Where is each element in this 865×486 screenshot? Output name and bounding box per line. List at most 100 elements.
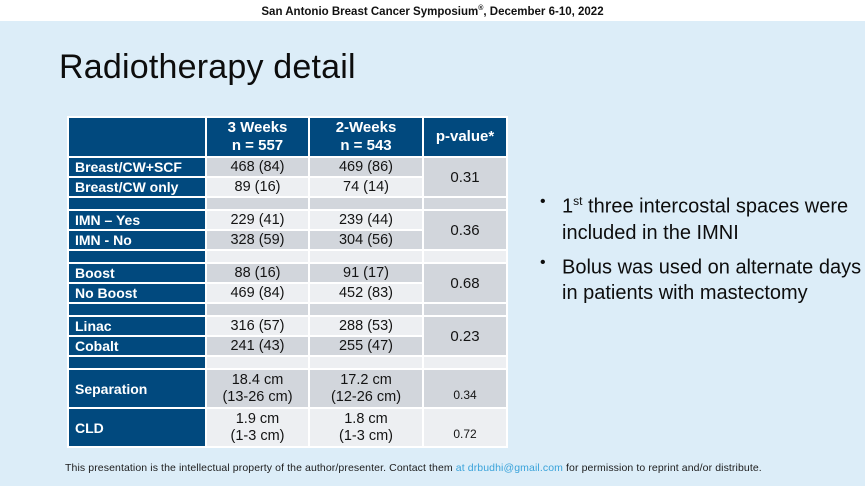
cell-2weeks: 74 (14) — [310, 178, 422, 196]
registered-mark: ® — [478, 5, 484, 12]
header-3weeks-label: 3 Weeks — [227, 119, 288, 136]
table-row: IMN – Yes 229 (41) 239 (44) 0.36 — [69, 211, 506, 249]
measure-value: 1.8 cm — [344, 410, 388, 427]
cell-2weeks: 1.8 cm (1-3 cm) — [310, 409, 422, 446]
spacer-label-cell — [69, 198, 205, 209]
spacer-cell — [424, 198, 506, 209]
measure-range: (13-26 cm) — [222, 388, 293, 405]
bullet-icon: • — [540, 193, 546, 210]
cell-2weeks: 288 (53) — [310, 317, 422, 335]
header-3weeks-n: n = 557 — [231, 137, 284, 154]
cell-3weeks: 328 (59) — [207, 231, 308, 249]
spacer-cell — [207, 198, 308, 209]
p-value-cell: 0.31 — [424, 158, 506, 196]
cell-3weeks: 316 (57) — [207, 317, 308, 335]
row-label: Boost — [69, 264, 205, 282]
row-label: No Boost — [69, 284, 205, 302]
cell-2weeks: 17.2 cm (12-26 cm) — [310, 370, 422, 407]
spacer-cell — [310, 198, 422, 209]
cell-3weeks: 229 (41) — [207, 211, 308, 229]
measure-range: (1-3 cm) — [339, 427, 393, 444]
bullet-text-body: three intercostal spaces were included i… — [562, 195, 849, 244]
cell-2weeks: 304 (56) — [310, 231, 422, 249]
cell-2weeks: 91 (17) — [310, 264, 422, 282]
row-label: IMN – Yes — [69, 211, 205, 229]
cell-3weeks: 89 (16) — [207, 178, 308, 196]
table-row: Separation 18.4 cm (13-26 cm) 17.2 cm (1… — [69, 370, 506, 407]
bullet-text: 1st three intercostal spaces were includ… — [562, 188, 865, 246]
row-label: IMN - No — [69, 231, 205, 249]
p-value-cell: 0.34 — [424, 370, 506, 407]
bullet-text-pre: 1 — [562, 195, 574, 218]
table-row: IMN - No 328 (59) 304 (56) — [69, 231, 506, 249]
cell-2weeks: 239 (44) — [310, 211, 422, 229]
spacer-row — [69, 251, 506, 262]
measure-range: (12-26 cm) — [330, 388, 402, 405]
banner-date: , December 6-10, 2022 — [483, 5, 604, 18]
measure-value: 17.2 cm — [340, 371, 392, 388]
measure-value: 1.9 cm — [235, 410, 280, 427]
spacer-cell — [310, 357, 422, 368]
cell-3weeks: 468 (84) — [207, 158, 308, 176]
table-row: Breast/CW+SCF 468 (84) 469 (86) 0.31 — [69, 158, 506, 196]
row-label: Linac — [69, 317, 205, 335]
row-label: Separation — [69, 370, 205, 407]
conference-banner: San Antonio Breast Cancer Symposium®, De… — [0, 0, 865, 21]
cell-2weeks: 452 (83) — [310, 284, 422, 302]
p-value-cell: 0.23 — [424, 317, 506, 355]
table-row: Boost 88 (16) 91 (17) 0.68 — [69, 264, 506, 302]
contact-email-link[interactable]: at drbudhi@gmail.com — [455, 462, 563, 474]
table-row: Breast/CW only 89 (16) 74 (14) — [69, 178, 506, 196]
bullet-list: • 1st three intercostal spaces were incl… — [540, 188, 865, 309]
spacer-cell — [424, 251, 506, 262]
spacer-cell — [207, 251, 308, 262]
spacer-label-cell — [69, 304, 205, 315]
bullet-text-sup: st — [573, 194, 583, 208]
measure-value: 18.4 cm — [231, 371, 284, 388]
cell-3weeks: 241 (43) — [207, 337, 308, 355]
list-item: • 1st three intercostal spaces were incl… — [540, 188, 865, 246]
header-2weeks: 2-Weeks n = 543 — [310, 118, 422, 156]
table-row: No Boost 469 (84) 452 (83) — [69, 284, 506, 302]
table-header-row: 3 Weeks n = 557 2-Weeks n = 543 p-value* — [69, 118, 506, 156]
p-value-cell: 0.68 — [424, 264, 506, 302]
row-label: Breast/CW+SCF — [69, 158, 205, 176]
bullet-icon: • — [540, 253, 546, 271]
cell-3weeks: 88 (16) — [207, 264, 308, 282]
copyright-footer: This presentation is the intellectual pr… — [65, 462, 762, 474]
header-2weeks-label: 2-Weeks — [335, 119, 397, 136]
table-row: CLD 1.9 cm (1-3 cm) 1.8 cm (1-3 cm) 0.72 — [69, 409, 506, 446]
row-label: CLD — [69, 409, 205, 446]
header-2weeks-n: n = 543 — [340, 137, 392, 154]
list-item: • Bolus was used on alternate days in pa… — [540, 249, 865, 307]
cell-2weeks: 255 (47) — [310, 337, 422, 355]
radiotherapy-table: 3 Weeks n = 557 2-Weeks n = 543 p-value*… — [67, 116, 508, 448]
bullet-text: Bolus was used on alternate days in pati… — [562, 249, 865, 307]
banner-text: San Antonio Breast Cancer Symposium — [261, 5, 479, 18]
bullet-text-body: Bolus was used on alternate days in pati… — [562, 256, 862, 305]
measure-range: (1-3 cm) — [230, 427, 285, 444]
spacer-row — [69, 198, 506, 209]
cell-3weeks: 1.9 cm (1-3 cm) — [207, 409, 308, 446]
spacer-cell — [310, 304, 422, 315]
spacer-row — [69, 357, 506, 368]
header-empty-cell — [69, 118, 205, 156]
row-label: Breast/CW only — [69, 178, 205, 196]
footer-text-start: This presentation is the intellectual pr… — [65, 462, 453, 474]
cell-3weeks: 469 (84) — [207, 284, 308, 302]
cell-3weeks: 18.4 cm (13-26 cm) — [207, 370, 308, 407]
spacer-cell — [310, 251, 422, 262]
p-value-cell: 0.36 — [424, 211, 506, 249]
footer-text-end: for permission to reprint and/or distrib… — [566, 462, 762, 474]
table-row: Cobalt 241 (43) 255 (47) — [69, 337, 506, 355]
cell-2weeks: 469 (86) — [310, 158, 422, 176]
spacer-cell — [424, 304, 506, 315]
spacer-label-cell — [69, 251, 205, 262]
spacer-cell — [207, 304, 308, 315]
header-3weeks: 3 Weeks n = 557 — [207, 118, 308, 156]
spacer-label-cell — [69, 357, 205, 368]
p-value-cell: 0.72 — [424, 409, 506, 446]
spacer-cell — [207, 357, 308, 368]
table-row: Linac 316 (57) 288 (53) 0.23 — [69, 317, 506, 355]
